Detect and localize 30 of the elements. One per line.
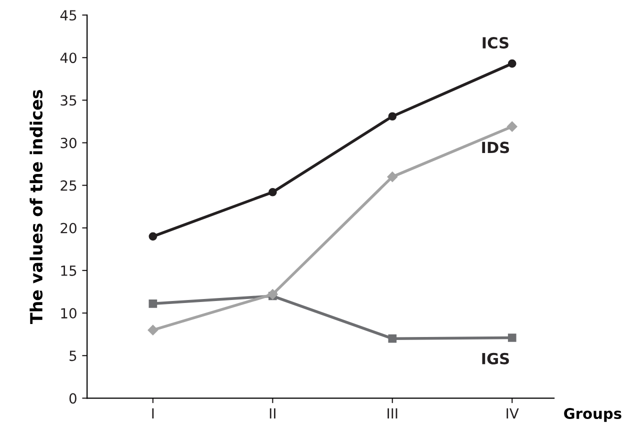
point: [508, 334, 516, 342]
series-label: IDS: [482, 142, 510, 154]
y-tick-label: 25: [60, 180, 76, 191]
point: [148, 232, 158, 241]
x-tick-label: IV: [506, 408, 519, 418]
point: [507, 121, 518, 132]
point: [388, 112, 397, 121]
x-tick-label: II: [270, 408, 276, 418]
y-tick-label: 5: [70, 350, 76, 362]
point: [148, 324, 158, 336]
series-label: ICS: [482, 37, 508, 49]
point: [268, 289, 278, 300]
x-tick-label: III: [388, 408, 398, 418]
point: [387, 172, 398, 182]
y-tick-label: 30: [60, 138, 76, 148]
y-tick-label: 40: [60, 52, 76, 64]
y-axis-title: The values of the indices: [30, 90, 43, 324]
x-tick-label: I: [152, 408, 154, 418]
y-tick-label: 10: [61, 308, 76, 319]
y-tick-label: 45: [60, 10, 76, 21]
y-tick-label: 0: [69, 393, 76, 404]
y-tick-label: 35: [60, 95, 76, 106]
point: [148, 300, 158, 308]
series-label: IGS: [482, 352, 509, 364]
x-axis-title: Groups: [564, 408, 622, 422]
point: [268, 188, 277, 196]
point: [508, 59, 516, 68]
point: [388, 334, 397, 343]
y-tick-label: 20: [60, 222, 76, 234]
y-tick-label: 15: [61, 266, 76, 276]
